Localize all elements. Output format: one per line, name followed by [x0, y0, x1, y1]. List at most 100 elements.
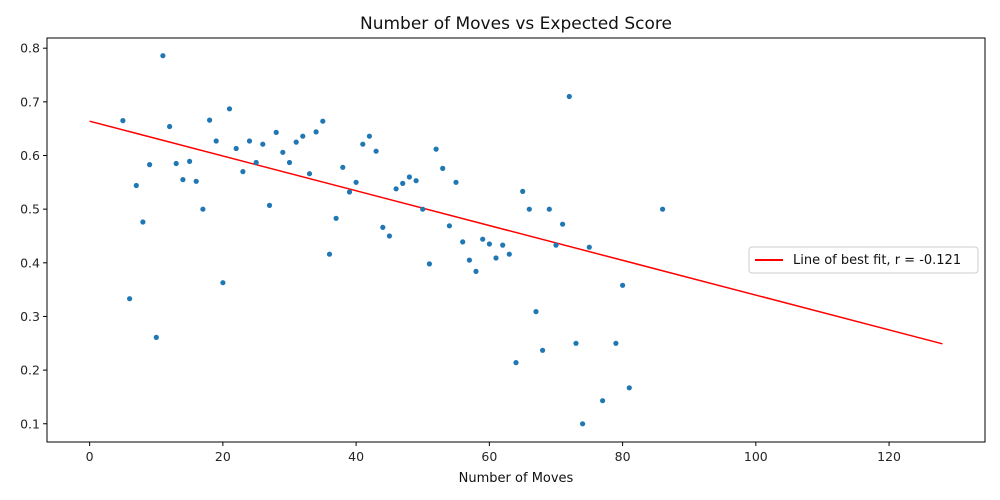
data-point: [313, 129, 319, 135]
legend-label: Line of best fit, r = -0.121: [793, 253, 961, 268]
data-point: [433, 146, 439, 152]
data-point: [580, 421, 586, 427]
data-point: [620, 282, 626, 288]
axes-frame: [46, 37, 986, 443]
data-point: [153, 334, 159, 340]
y-axis: 0.1 0.2 0.3 0.4 0.5 0.6 0.7 0.8: [20, 41, 47, 431]
data-point: [500, 242, 506, 248]
data-point: [173, 160, 179, 167]
x-axis: 0 20 40 60 80 100 120: [86, 442, 901, 464]
data-point: [613, 340, 619, 346]
data-point: [380, 224, 386, 230]
legend-box: [748, 246, 979, 274]
data-point: [473, 268, 479, 274]
data-point: [266, 202, 273, 208]
plot-area: [89, 53, 943, 427]
data-point: [306, 171, 313, 177]
y-tick-label: 0.2: [20, 363, 40, 378]
data-point: [386, 233, 392, 239]
x-tick-label: 0: [86, 449, 94, 464]
data-point: [546, 206, 552, 212]
data-point: [626, 385, 632, 391]
data-point: [413, 178, 419, 184]
data-point: [393, 186, 399, 192]
data-point: [240, 169, 246, 175]
x-tick-label: 60: [481, 449, 497, 464]
data-point: [340, 164, 346, 170]
data-point: [167, 123, 173, 130]
data-point: [373, 148, 379, 154]
data-point: [506, 251, 512, 257]
data-point: [560, 221, 566, 227]
data-point: [660, 206, 666, 212]
data-point: [120, 118, 126, 124]
data-point: [133, 182, 139, 189]
chart-title: Number of Moves vs Expected Score: [360, 14, 672, 34]
data-point: [353, 179, 359, 185]
data-point: [246, 138, 253, 144]
data-point: [566, 93, 572, 100]
y-tick-label: 0.3: [20, 309, 40, 324]
data-point: [226, 106, 233, 112]
data-point: [420, 206, 426, 212]
data-point: [187, 158, 193, 164]
data-point: [273, 129, 279, 135]
data-point: [460, 239, 466, 245]
data-point: [180, 177, 186, 183]
data-point: [533, 309, 539, 315]
data-point: [280, 149, 286, 155]
data-point: [293, 139, 299, 145]
data-point: [326, 251, 333, 257]
data-point: [333, 215, 339, 221]
x-tick-label: 100: [744, 449, 768, 464]
data-point: [453, 179, 459, 185]
data-point: [493, 255, 499, 261]
data-point: [600, 398, 606, 404]
legend: Line of best fit, r = -0.121: [748, 246, 979, 274]
data-point: [406, 174, 412, 180]
data-point: [540, 347, 546, 353]
data-point: [286, 159, 293, 166]
data-point: [573, 340, 579, 346]
data-point: [300, 133, 306, 139]
data-point: [140, 219, 146, 225]
data-point: [366, 133, 372, 139]
data-point: [360, 141, 366, 147]
data-point: [260, 141, 266, 147]
data-point: [446, 223, 452, 229]
y-tick-label: 0.8: [20, 41, 40, 56]
y-tick-label: 0.4: [20, 255, 40, 270]
data-point: [213, 138, 219, 144]
x-tick-label: 80: [615, 449, 631, 464]
data-point: [553, 242, 559, 248]
data-point: [346, 189, 353, 195]
data-point: [233, 145, 239, 152]
best-fit-line: [89, 120, 943, 345]
data-point: [207, 117, 213, 123]
data-point: [147, 162, 153, 168]
data-point: [466, 257, 472, 263]
x-tick-label: 20: [215, 449, 231, 464]
data-point: [220, 280, 226, 286]
data-point: [586, 244, 592, 250]
y-tick-label: 0.7: [20, 94, 40, 109]
data-point: [526, 206, 532, 212]
x-tick-label: 40: [348, 449, 364, 464]
data-point: [480, 236, 486, 242]
data-point: [520, 188, 526, 194]
data-point: [426, 261, 432, 267]
x-tick-label: 120: [877, 449, 901, 464]
data-point: [486, 241, 492, 247]
x-axis-label: Number of Moves: [459, 471, 574, 486]
y-tick-label: 0.6: [20, 148, 40, 163]
data-point: [400, 180, 406, 186]
data-point: [513, 360, 519, 366]
data-point: [193, 178, 199, 184]
y-tick-label: 0.1: [20, 416, 40, 431]
data-point: [440, 165, 446, 171]
data-point: [320, 118, 326, 124]
y-tick-label: 0.5: [20, 202, 40, 217]
data-point: [253, 159, 259, 166]
data-point: [160, 53, 166, 59]
